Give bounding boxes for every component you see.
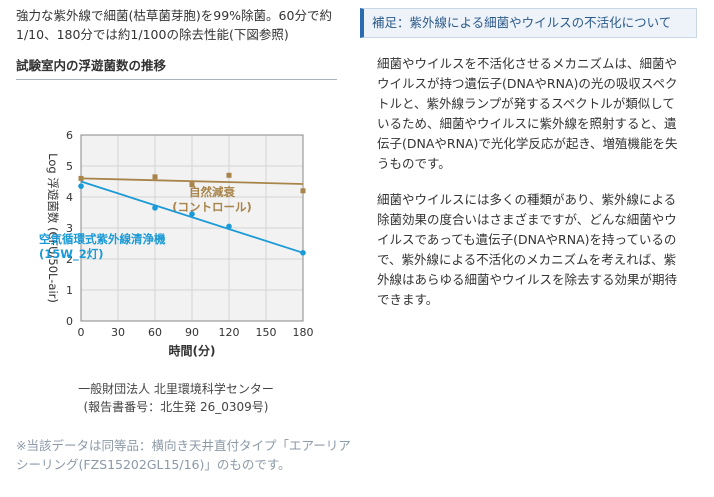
- data-point: [152, 174, 158, 180]
- data-point: [152, 205, 158, 211]
- plot-border: [80, 134, 304, 322]
- left-column: 強力な紫外線で細菌(枯草菌芽胞)を99%除菌。60分で約1/10、180分では約…: [16, 6, 337, 80]
- series-label: (コントロール): [172, 200, 252, 214]
- data-point: [226, 223, 232, 230]
- effect-paragraph: 細菌やウイルスには多くの種類があり、紫外線による除菌効果の度合いはさまざまですが…: [377, 192, 678, 307]
- right-column: 補足：紫外線による細菌やウイルスの不活化について 細菌やウイルスを不活化させるメ…: [360, 8, 697, 310]
- x-tick-label: 30: [111, 326, 125, 339]
- x-tick-label: 60: [148, 326, 162, 339]
- product-note: ※当該データは同等品：横向き天井直付タイプ「エアーリア シーリング(FZS152…: [16, 438, 351, 472]
- y-tick-label: 2: [66, 253, 73, 266]
- source-line-organization: 一般財団法人 北里環境科学センター: [78, 382, 274, 396]
- x-tick-label: 180: [293, 326, 314, 339]
- x-tick-label: 90: [185, 326, 199, 339]
- x-axis-label: 時間(分): [169, 343, 216, 358]
- x-tick-label: 0: [78, 326, 85, 339]
- series-label: 空気循環式紫外線清浄機: [39, 232, 166, 246]
- source-credit: 一般財団法人 北里環境科学センター (報告書番号：北生発 26_0309号): [16, 380, 336, 416]
- data-point: [78, 175, 84, 181]
- series-label: (15W_2灯): [39, 247, 103, 262]
- x-tick-label: 150: [256, 326, 277, 339]
- data-point: [300, 250, 306, 256]
- trendline: [80, 177, 304, 185]
- series-label: 自然減衰: [189, 185, 235, 199]
- y-axis-label: Log 浮遊菌数 (CFU/50L-air): [46, 153, 60, 303]
- intro-text: 強力な紫外線で細菌(枯草菌芽胞)を99%除菌。60分で約1/10、180分では約…: [16, 8, 332, 42]
- data-point: [300, 188, 306, 194]
- section-title: 試験室内の浮遊菌数の推移: [16, 55, 337, 80]
- y-tick-label: 4: [66, 191, 73, 204]
- y-tick-label: 6: [66, 129, 73, 142]
- data-point: [78, 183, 84, 189]
- data-point: [189, 211, 195, 217]
- data-point: [226, 172, 232, 178]
- y-tick-label: 1: [66, 284, 73, 297]
- source-line-report: (報告書番号：北生発 26_0309号): [83, 400, 269, 414]
- supplement-title: 補足：紫外線による細菌やウイルスの不活化について: [360, 8, 697, 38]
- y-tick-label: 0: [66, 315, 73, 328]
- chart-container: 0 1 2 3 4 5 6 0 30 60 90 120 150 180 時間(分) Log 浮遊菌数 (CF…: [34, 122, 324, 362]
- data-point: [189, 182, 195, 188]
- mechanism-paragraph: 細菌やウイルスを不活化させるメカニズムは、細菌やウイルスが持つ遺伝子(DNAやR…: [377, 56, 678, 171]
- x-tick-label: 120: [219, 326, 240, 339]
- y-tick-label: 5: [66, 160, 73, 173]
- trendline: [80, 180, 304, 254]
- y-tick-label: 3: [66, 222, 73, 235]
